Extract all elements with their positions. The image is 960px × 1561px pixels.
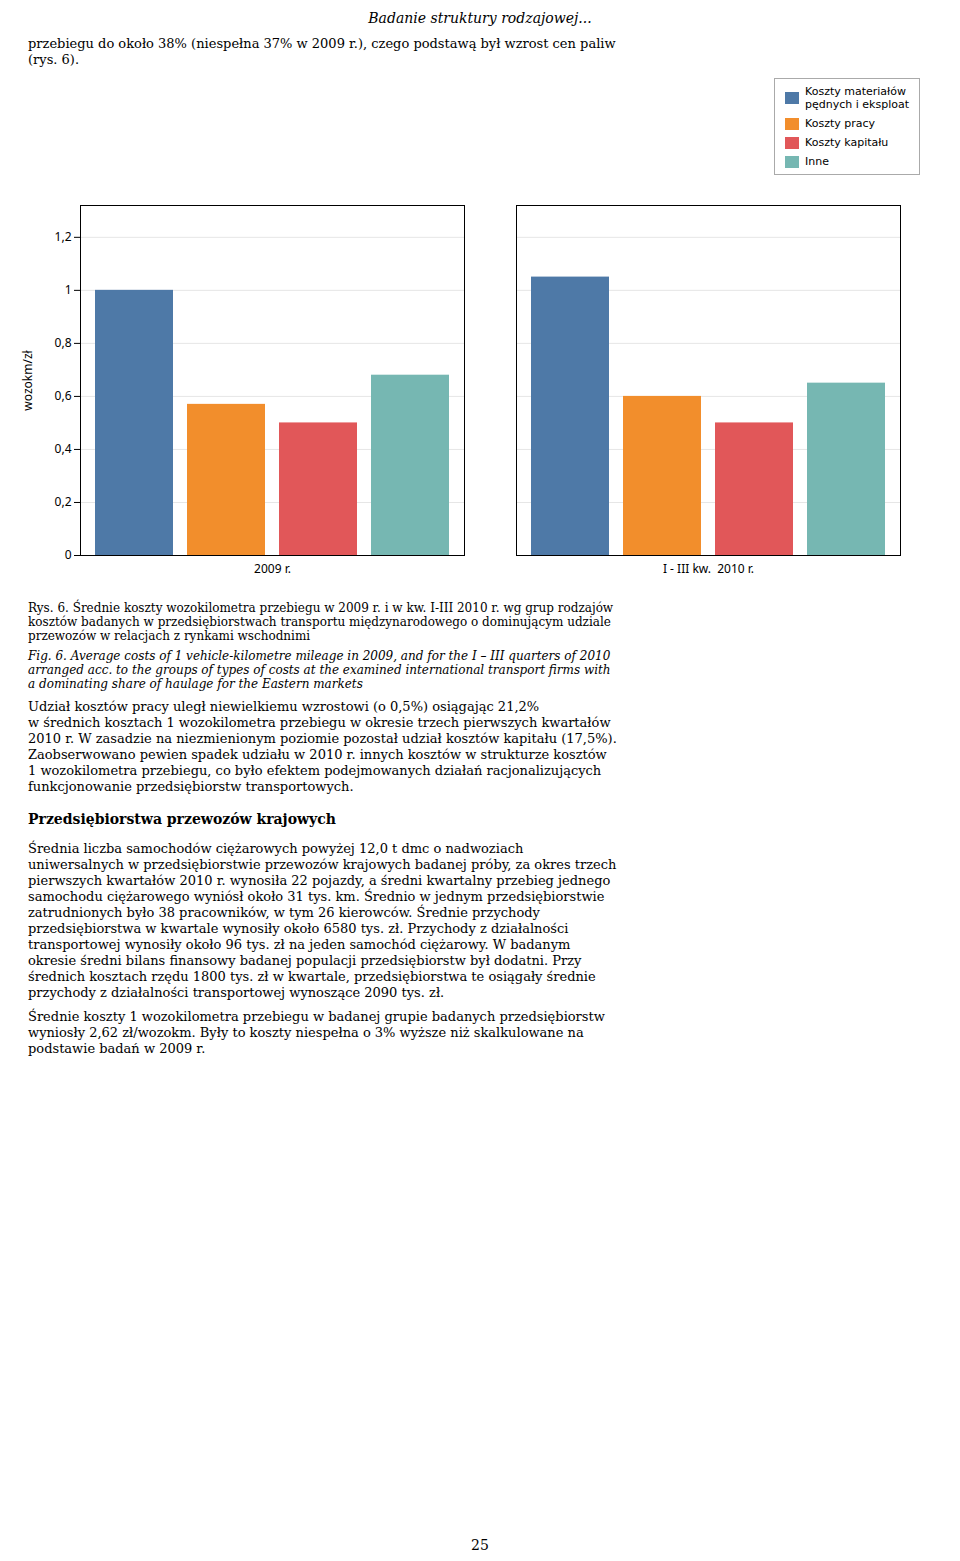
- svg-text:0: 0: [65, 546, 72, 563]
- html-text:Przedsiębiorstwa przewozów kra: Przedsiębiorstwa przewozów krajowych: [28, 811, 336, 827]
- svg-text:2009 r.: 2009 r.: [254, 560, 291, 577]
- html-text:Inne: Inne: [805, 155, 829, 168]
- svg-text:0,8: 0,8: [55, 334, 72, 351]
- svg-text:1,2: 1,2: [55, 228, 72, 245]
- html-text:Badanie struktury rodzajowej..: Badanie struktury rodzajowej...: [368, 10, 592, 26]
- svg-text:I - III kw. 2010 r.: I - III kw. 2010 r.: [663, 560, 754, 577]
- html-text:Fig. 6. Average costs of 1 veh: Fig. 6. Average costs of 1 vehicle-kilom…: [28, 649, 611, 691]
- svg-text:0,2: 0,2: [55, 493, 72, 510]
- html-text:25: 25: [471, 1537, 489, 1553]
- html-text:Udział kosztów pracy uległ nie: Udział kosztów pracy uległ niewielkiemu …: [28, 699, 617, 794]
- html-text:Koszty kapitału: Koszty kapitału: [805, 136, 889, 149]
- html-text:Koszty materiałów pędnych i ek: Koszty materiałów pędnych i eksploat: [805, 85, 909, 111]
- svg-text:1: 1: [65, 281, 72, 298]
- svg-text:0,6: 0,6: [55, 387, 72, 404]
- html-text:Rys. 6. Średnie koszty wozokil: Rys. 6. Średnie koszty wozokilometra prz…: [28, 601, 614, 643]
- svg-text:wozokm/zł: wozokm/zł: [20, 349, 36, 410]
- html-text:Średnie koszty 1 wozokilometra: Średnie koszty 1 wozokilometra przebiegu…: [28, 1009, 605, 1056]
- html-text:Koszty pracy: Koszty pracy: [805, 117, 875, 130]
- svg-text:0,4: 0,4: [55, 440, 72, 457]
- html-text:przebiegu do około 38% (niespe: przebiegu do około 38% (niespełna 37% w …: [28, 36, 616, 67]
- html-text:Średnia liczba samochodów cięż: Średnia liczba samochodów ciężarowych po…: [28, 841, 617, 1000]
